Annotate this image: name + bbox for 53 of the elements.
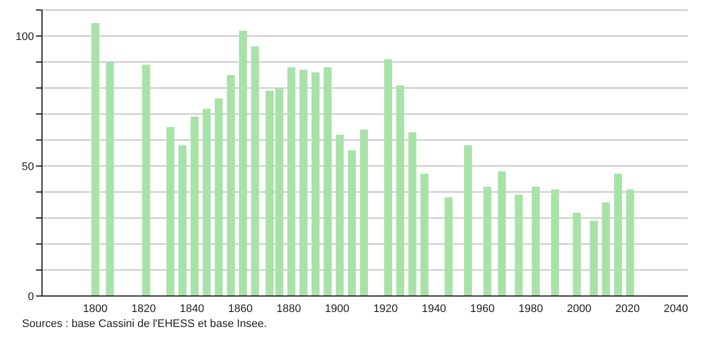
bar <box>214 98 223 296</box>
y-tick-label: 100 <box>16 30 34 43</box>
bar <box>514 194 523 296</box>
bar <box>106 62 114 296</box>
bar <box>336 134 344 296</box>
bar <box>464 145 472 296</box>
x-tick-label: 2040 <box>664 302 688 315</box>
bar <box>275 88 284 296</box>
bar <box>420 174 428 296</box>
bar <box>238 30 247 296</box>
bar <box>498 171 506 296</box>
bar <box>166 127 174 296</box>
bar <box>226 75 235 296</box>
bar <box>91 23 100 296</box>
bar <box>483 186 492 296</box>
bar <box>287 67 296 296</box>
bar <box>251 46 260 296</box>
bar <box>360 130 368 296</box>
bar <box>202 108 211 296</box>
bar <box>190 116 199 296</box>
bar <box>532 186 540 296</box>
bar <box>444 197 453 296</box>
bar <box>408 132 416 296</box>
y-tick-label: 50 <box>22 160 34 173</box>
bar <box>348 150 356 296</box>
x-tick-label: 1860 <box>228 302 253 315</box>
bar <box>572 212 581 296</box>
x-tick-label: 1980 <box>518 302 543 315</box>
x-tick-label: 1840 <box>180 302 204 315</box>
y-tick-label: 0 <box>28 290 34 303</box>
bar <box>602 202 610 296</box>
source-note: Sources : base Cassini de l'EHESS et base Insee. <box>22 318 268 330</box>
x-tick-label: 1920 <box>373 302 398 315</box>
bar <box>312 72 320 296</box>
x-tick-label: 1880 <box>276 302 302 315</box>
bar <box>626 189 634 296</box>
bar <box>590 220 598 296</box>
x-tick-label: 1960 <box>470 302 495 315</box>
bar <box>614 174 622 296</box>
x-tick-label: 2000 <box>566 302 592 315</box>
x-tick-label: 1820 <box>131 302 156 315</box>
bar <box>396 85 404 296</box>
bar <box>142 64 150 296</box>
x-tick-label: 1900 <box>324 302 350 315</box>
bar <box>324 67 332 296</box>
bar <box>266 90 274 296</box>
bar <box>299 70 308 296</box>
x-tick-label: 1800 <box>82 302 108 315</box>
x-tick-label: 1940 <box>422 302 446 315</box>
bar <box>178 145 186 296</box>
bar <box>384 59 392 296</box>
x-tick-label: 2020 <box>615 302 640 315</box>
bar <box>551 189 560 296</box>
